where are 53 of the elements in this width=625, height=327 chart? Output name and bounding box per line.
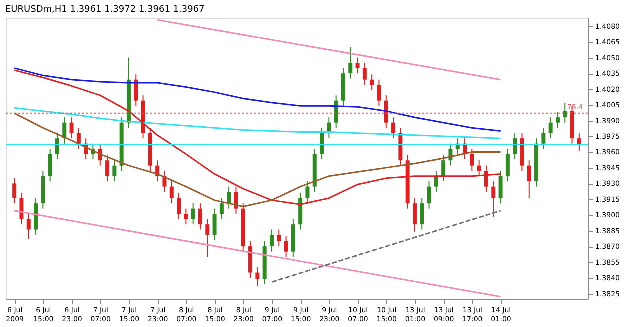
candlestick bbox=[548, 117, 553, 140]
candlestick bbox=[26, 214, 31, 240]
candlestick bbox=[577, 132, 582, 152]
candlestick bbox=[542, 128, 546, 150]
candlestick bbox=[556, 112, 560, 129]
candlestick bbox=[334, 95, 338, 129]
candlestick bbox=[377, 79, 382, 107]
candlestick bbox=[277, 229, 282, 248]
line-series bbox=[14, 107, 502, 140]
candlestick bbox=[306, 181, 310, 204]
candlestick bbox=[420, 198, 424, 230]
chart-title: EURUSDm,H1 1.3961 1.3972 1.3961 1.3967 bbox=[6, 5, 205, 15]
candlestick bbox=[477, 160, 482, 177]
candlestick bbox=[270, 229, 274, 252]
candlestick bbox=[76, 128, 81, 150]
candlestick bbox=[70, 117, 74, 140]
candlestick bbox=[348, 46, 353, 80]
candlestick bbox=[442, 154, 446, 182]
candlestick bbox=[112, 160, 117, 182]
candlestick bbox=[134, 74, 138, 107]
candlestick bbox=[427, 181, 432, 210]
candlestick bbox=[220, 198, 224, 220]
candlestick bbox=[212, 208, 217, 241]
candlestick bbox=[498, 170, 503, 204]
candlestick bbox=[362, 62, 367, 86]
candlestick bbox=[20, 192, 24, 226]
candlestick bbox=[191, 203, 196, 226]
candlestick bbox=[506, 148, 510, 182]
candlestick bbox=[184, 208, 188, 226]
candlestick bbox=[206, 218, 210, 258]
candlestick bbox=[48, 148, 52, 182]
candlestick bbox=[434, 170, 438, 193]
candlestick bbox=[227, 186, 232, 210]
candlestick bbox=[484, 165, 488, 193]
candlestick bbox=[412, 198, 417, 232]
candlestick bbox=[492, 181, 496, 218]
candlestick bbox=[177, 192, 182, 220]
candlestick bbox=[284, 236, 288, 258]
candlestick bbox=[198, 203, 202, 230]
candlestick bbox=[106, 154, 110, 182]
line-series bbox=[14, 68, 502, 132]
candlestick bbox=[170, 181, 174, 204]
candlestick bbox=[256, 267, 260, 287]
candlestick bbox=[470, 148, 474, 172]
line-series bbox=[14, 112, 502, 208]
candlestick bbox=[384, 95, 388, 129]
candlestick bbox=[513, 132, 518, 160]
candlestick bbox=[527, 160, 532, 199]
candlestick bbox=[356, 57, 360, 74]
candlestick bbox=[392, 117, 396, 140]
candlestick bbox=[12, 178, 17, 204]
candlestick bbox=[320, 128, 324, 160]
candlestick bbox=[370, 74, 374, 91]
